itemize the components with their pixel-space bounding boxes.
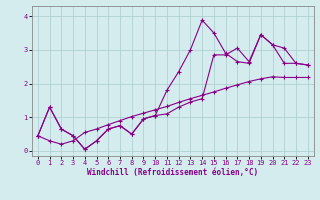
X-axis label: Windchill (Refroidissement éolien,°C): Windchill (Refroidissement éolien,°C)	[87, 168, 258, 177]
